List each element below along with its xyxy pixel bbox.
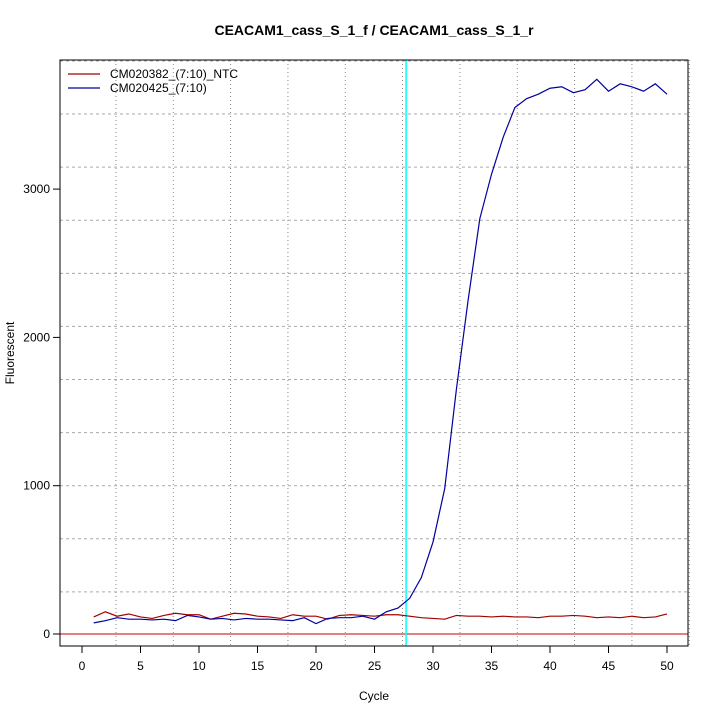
axes: 0 5 10 15 20 25 30 35 40 45 50 0 1000 2000 3000 xyxy=(23,182,674,673)
y-tick-label: 1000 xyxy=(23,479,50,493)
y-tick-label: 2000 xyxy=(23,330,50,344)
x-axis-label: Cycle xyxy=(359,689,389,703)
grid xyxy=(60,60,690,646)
x-tick-label: 40 xyxy=(543,659,557,673)
series-line-1 xyxy=(93,78,668,625)
y-axis-label: Fluorescent xyxy=(3,321,17,384)
x-tick-label: 50 xyxy=(660,659,674,673)
y-tick-label: 0 xyxy=(43,627,50,641)
x-tick-label: 5 xyxy=(137,659,144,673)
x-tick-label: 25 xyxy=(368,659,382,673)
legend-label-1: CM020425_(7:10) xyxy=(110,81,207,95)
x-tick-label: 20 xyxy=(309,659,323,673)
x-tick-label: 45 xyxy=(602,659,616,673)
plot-area xyxy=(60,60,688,646)
plot-frame xyxy=(59,59,689,647)
chart-title: CEACAM1_cass_S_1_f / CEACAM1_cass_S_1_r xyxy=(214,22,534,38)
legend-label-0: CM020382_(7:10)_NTC xyxy=(110,67,238,81)
x-tick-label: 30 xyxy=(426,659,440,673)
y-tick-label: 3000 xyxy=(23,182,50,196)
x-tick-label: 0 xyxy=(79,659,86,673)
x-tick-label: 15 xyxy=(251,659,265,673)
x-tick-label: 35 xyxy=(485,659,499,673)
x-tick-label: 10 xyxy=(192,659,206,673)
